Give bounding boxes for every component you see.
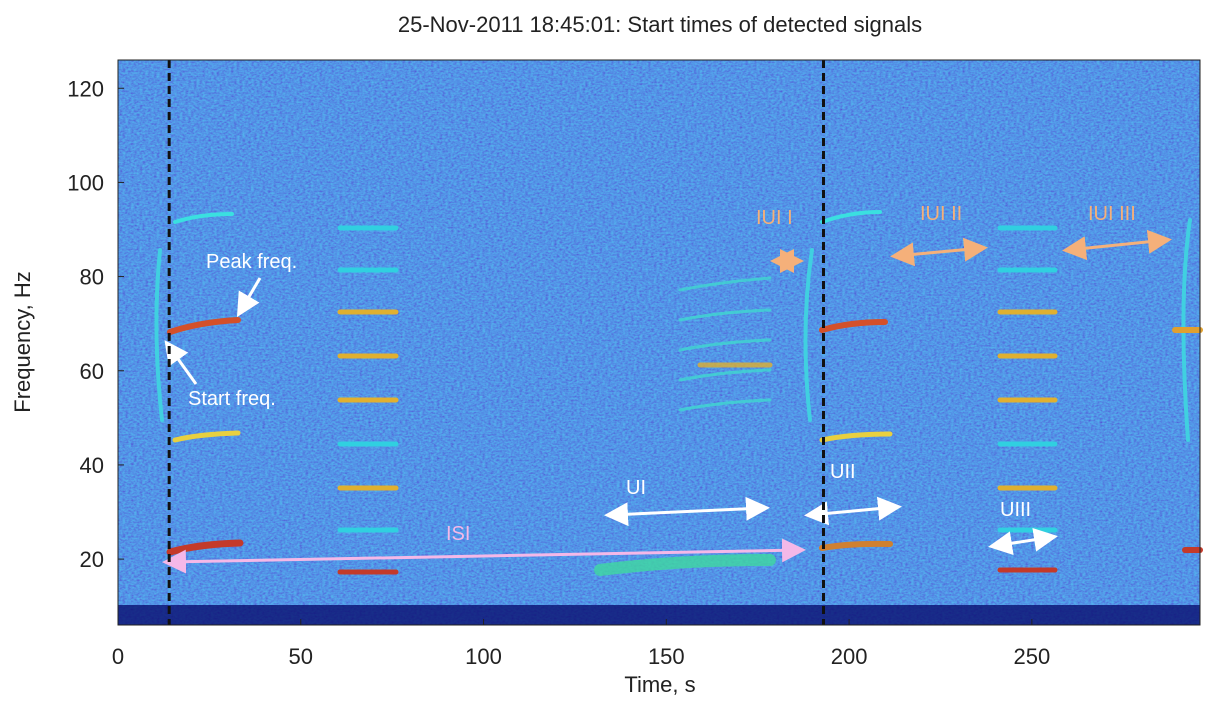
- arrow: [804, 496, 902, 526]
- y-axis-label: Frequency, Hz: [10, 271, 35, 412]
- x-tick-label: 250: [1013, 644, 1050, 669]
- arrow: [604, 496, 770, 527]
- y-tick-label: 100: [67, 170, 104, 195]
- annotation: IUI I: [756, 207, 793, 229]
- arrow: [162, 538, 806, 574]
- arrow: [236, 277, 262, 318]
- x-tick-label: 100: [465, 644, 502, 669]
- x-tick-label: 50: [289, 644, 313, 669]
- x-tick-label: 150: [648, 644, 685, 669]
- annotation: UII: [830, 461, 856, 483]
- low-band: [118, 605, 1200, 625]
- annotations: Peak freq. Start freq. IUI I IUI II IUI …: [162, 203, 1172, 574]
- annotation: Peak freq.: [206, 251, 297, 273]
- spectrogram: [118, 60, 1203, 625]
- x-axis-label: Time, s: [624, 672, 695, 697]
- y-tick-label: 40: [80, 453, 104, 478]
- arrow: [1062, 229, 1172, 261]
- arrow: [988, 527, 1058, 556]
- annotation: IUI II: [920, 203, 962, 225]
- y-tick-label: 20: [80, 547, 104, 572]
- chart-title: 25-Nov-2011 18:45:01: Start times of det…: [398, 12, 922, 37]
- annotation: IUI III: [1088, 203, 1136, 225]
- annotation: Start freq.: [188, 388, 276, 410]
- annotation: UI: [626, 477, 646, 499]
- x-tick-label: 0: [112, 644, 124, 669]
- annotation: ISI: [446, 523, 470, 545]
- plot-frame: [117, 59, 1201, 626]
- annotation: UIII: [1000, 499, 1031, 521]
- y-tick-label: 60: [80, 359, 104, 384]
- x-tick-label: 200: [831, 644, 868, 669]
- y-tick-label: 80: [80, 265, 104, 290]
- arrow: [164, 340, 198, 385]
- y-tick-label: 120: [67, 76, 104, 101]
- arrow: [890, 237, 988, 267]
